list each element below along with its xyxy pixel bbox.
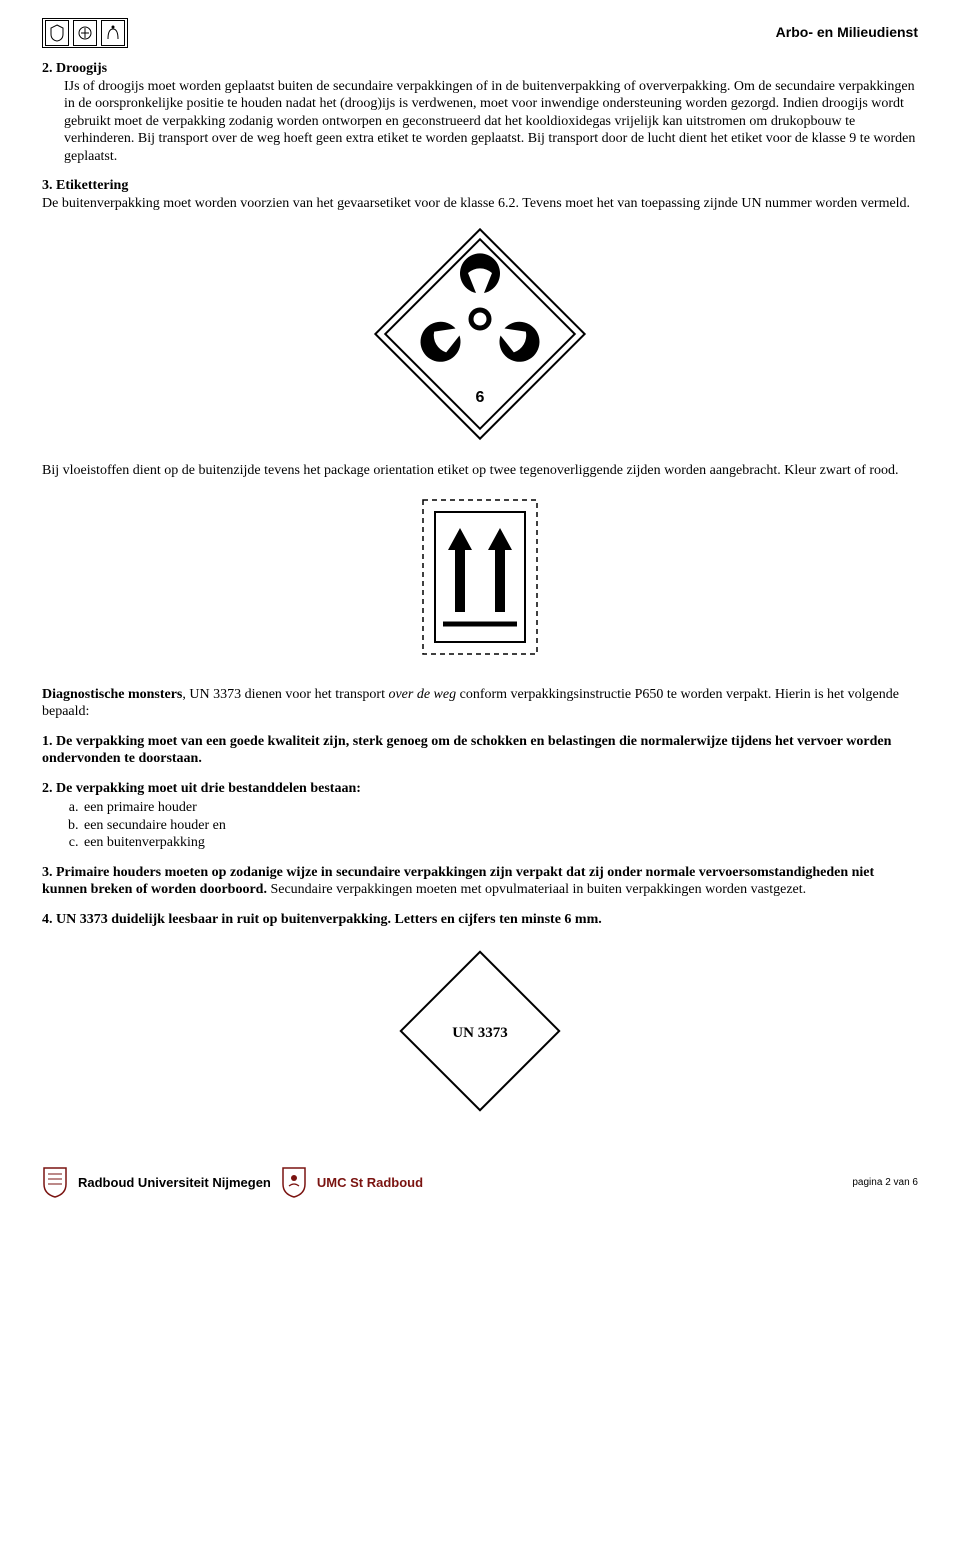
header-title: Arbo- en Milieudienst [776,24,918,40]
footer-page-of: van 6 [891,1177,918,1188]
item-4: 4. UN 3373 duidelijk leesbaar in ruit op… [42,911,918,929]
diag-lead-italic: over de weg [388,687,456,702]
section-3-title: 3. Etikettering [42,178,128,193]
item-2-title: 2. De verpakking moet uit drie bestandde… [42,780,918,798]
paragraph-after-biohazard: Bij vloeistoffen dient op de buitenzijde… [42,462,918,480]
page: Arbo- en Milieudienst 2. Droogijs IJs of… [0,0,960,1228]
biohazard-label: 6 [42,224,918,444]
list-item: een secundaire houder en [82,817,918,835]
item-2: 2. De verpakking moet uit drie bestandde… [42,780,918,852]
ru-shield-icon [42,1166,68,1198]
footer-umc: UMC St Radboud [317,1175,423,1190]
diag-lead-bold: Diagnostische monsters [42,687,182,702]
item-2-list: een primaire houder een secundaire houde… [42,799,918,852]
header-logo-group [42,18,128,48]
footer-page-prefix: pagina [852,1177,885,1188]
biohazard-class-number: 6 [476,389,485,406]
section-etikettering: 3. Etikettering De buitenverpakking moet… [42,177,918,212]
header: Arbo- en Milieudienst [42,18,918,48]
list-item: een primaire houder [82,799,918,817]
umc-shield-icon [281,1166,307,1198]
item-1: 1. De verpakking moet van een goede kwal… [42,733,918,768]
un-diamond: UN 3373 [42,946,918,1116]
footer-ru: Radboud Universiteit Nijmegen [78,1175,271,1190]
diag-lead-rest1: , UN 3373 dienen voor het transport [182,687,388,702]
footer-left: Radboud Universiteit Nijmegen UMC St Rad… [42,1166,423,1198]
header-logo-2 [73,20,97,46]
footer: Radboud Universiteit Nijmegen UMC St Rad… [42,1156,918,1198]
list-item: een buitenverpakking [82,834,918,852]
section-2-body: IJs of droogijs moet worden geplaatst bu… [64,78,918,166]
un-diamond-label: UN 3373 [452,1025,507,1041]
header-logo-3 [101,20,125,46]
section-droogijs: 2. Droogijs IJs of droogijs moet worden … [42,60,918,165]
item-3-rest: Secundaire verpakkingen moeten met opvul… [270,882,806,897]
item-3: 3. Primaire houders moeten op zodanige w… [42,864,918,899]
orientation-label [42,492,918,662]
section-3-body: De buitenverpakking moet worden voorzien… [42,195,918,213]
footer-page: pagina 2 van 6 [852,1177,918,1188]
header-logo-1 [45,20,69,46]
section-2-title: 2. Droogijs [42,60,918,78]
diagnostic-intro: Diagnostische monsters, UN 3373 dienen v… [42,686,918,721]
